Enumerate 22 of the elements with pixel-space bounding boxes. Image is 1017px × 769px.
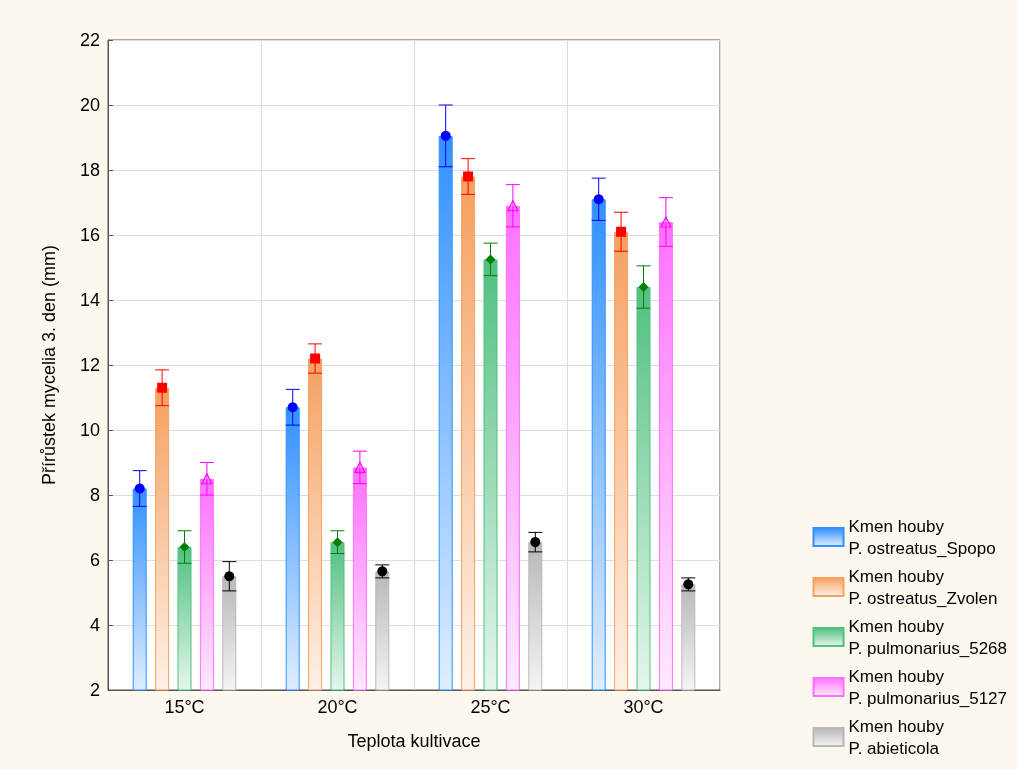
y-tick-label: 12 bbox=[79, 355, 100, 375]
y-tick-label: 14 bbox=[79, 290, 100, 310]
y-tick-label: 22 bbox=[79, 30, 100, 50]
x-axis-title: Teplota kultivace bbox=[347, 731, 481, 751]
y-tick-label: 8 bbox=[89, 485, 100, 505]
y-axis-title: Přírůstek mycelia 3. den (mm) bbox=[39, 244, 59, 486]
y-tick-label: 10 bbox=[79, 420, 100, 440]
y-tick-label: 2 bbox=[89, 680, 100, 700]
y-tick-label: 20 bbox=[79, 95, 100, 115]
y-tick-label: 6 bbox=[89, 550, 100, 570]
x-tick-label: 15°C bbox=[164, 697, 205, 717]
y-tick-label: 18 bbox=[79, 160, 100, 180]
x-tick-label: 25°C bbox=[470, 697, 511, 717]
x-tick-label: 30°C bbox=[623, 697, 664, 717]
legend-label: Kmen houby P. ostreatus_Zvolen bbox=[848, 566, 998, 608]
y-tick-label: 4 bbox=[89, 615, 100, 635]
y-tick-label: 16 bbox=[79, 225, 100, 245]
legend-label: Kmen houby P. ostreatus_Spopo bbox=[848, 516, 996, 558]
x-tick-label: 20°C bbox=[317, 697, 358, 717]
legend-label: Kmen houby P. abieticola bbox=[848, 716, 945, 758]
legend-label: Kmen houby P. pulmonarius_5127 bbox=[848, 666, 1008, 708]
legend-label: Kmen houby P. pulmonarius_5268 bbox=[848, 616, 1008, 658]
